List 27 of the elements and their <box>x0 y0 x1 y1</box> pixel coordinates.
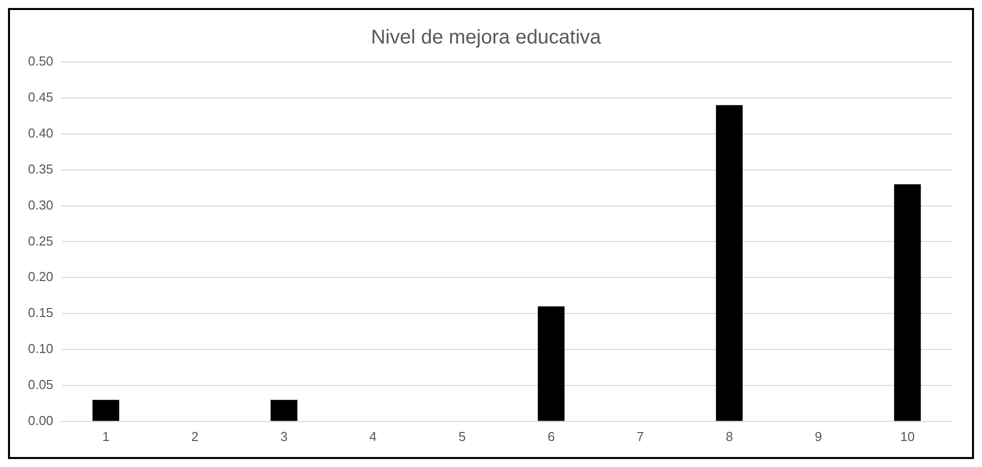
bar <box>92 400 120 421</box>
x-tick-label: 1 <box>102 428 110 444</box>
x-tick-label: 8 <box>726 428 733 444</box>
bar <box>716 105 743 421</box>
y-tick-label: 0.10 <box>28 341 54 356</box>
chart-title: Nivel de mejora educativa <box>370 26 602 49</box>
x-tick-label: 10 <box>900 428 915 444</box>
x-tick-label: 3 <box>280 428 288 444</box>
y-tick-label: 0.35 <box>28 161 54 176</box>
y-tick-label: 0.20 <box>28 269 54 284</box>
y-tick-label: 0.30 <box>28 197 54 212</box>
y-tick-label: 0.45 <box>28 90 54 105</box>
y-tick-label: 0.05 <box>28 377 54 392</box>
y-tick-label: 0.15 <box>28 305 54 320</box>
bar <box>270 400 298 421</box>
bar <box>894 184 921 421</box>
y-tick-label: 0.40 <box>28 125 54 140</box>
y-tick-label: 0.25 <box>28 233 54 248</box>
y-tick-label: 0.00 <box>28 412 54 428</box>
bar <box>538 306 565 421</box>
x-tick-label: 4 <box>369 428 377 444</box>
y-tick-label: 0.50 <box>28 54 54 69</box>
x-tick-label: 6 <box>548 428 555 444</box>
x-tick-label: 5 <box>458 428 466 444</box>
x-tick-label: 9 <box>814 428 822 444</box>
x-tick-label: 2 <box>191 428 199 444</box>
x-tick-label: 7 <box>636 428 644 444</box>
